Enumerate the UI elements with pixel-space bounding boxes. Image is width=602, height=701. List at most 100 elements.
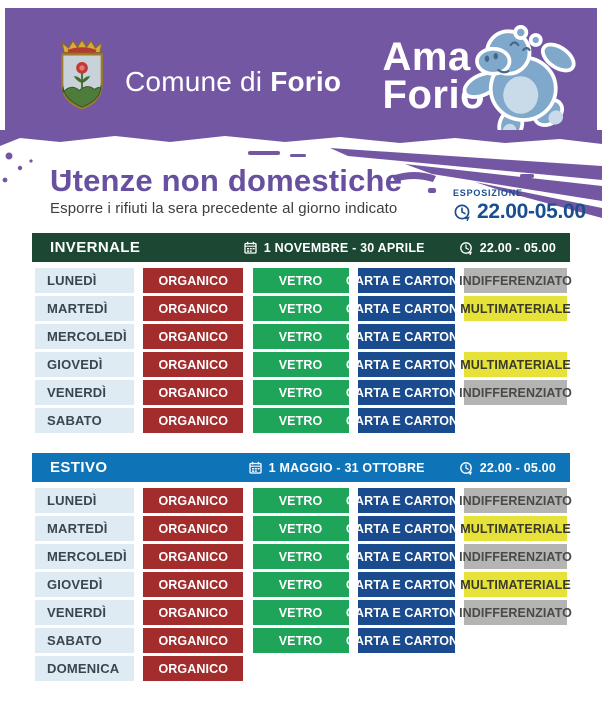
waste-badge-carta-e-cartone: CARTA E CARTONE: [346, 600, 467, 625]
waste-badge-organico: ORGANICO: [143, 516, 244, 541]
waste-badge-organico: ORGANICO: [143, 352, 244, 377]
waste-badge-organico: ORGANICO: [143, 488, 244, 513]
waste-badge-multimateriale: MULTIMATERIALE: [460, 296, 571, 321]
season-period: 1 MAGGIO - 31 OTTOBRE: [248, 461, 425, 475]
day-label: SABATO: [35, 628, 134, 653]
waste-badge-vetro: VETRO: [252, 600, 349, 625]
schedule-row: LUNEDÌ ORGANICO VETRO CARTA E CARTONE INDIFF…: [35, 488, 572, 513]
waste-badge-carta-e-cartone: CARTA E CARTONE: [346, 268, 467, 293]
schedule-row: MARTEDÌ ORGANICO VETRO CARTA E CARTONE MULTI…: [35, 516, 571, 541]
waste-badge-carta-e-cartone: CARTA E CARTONE: [346, 380, 467, 405]
season-time-text: 22.00 - 05.00: [479, 240, 556, 255]
waste-badge-indifferenziato: INDIFFERENZIATO: [459, 600, 572, 625]
waste-badge-organico: ORGANICO: [143, 408, 244, 433]
waste-badge-vetro: VETRO: [252, 488, 349, 513]
schedule-row: SABATO ORGANICO VETRO CARTA E CARTONE: [35, 628, 567, 653]
season-header-bar-invernale: INVERNALE 1 NOVEMBRE - 30 APRILE 22.00 - 0…: [32, 233, 570, 262]
waste-badge-organico: ORGANICO: [143, 572, 244, 597]
waste-badge-carta-e-cartone: CARTA E CARTONE: [346, 296, 467, 321]
schedule-row: SABATO ORGANICO VETRO CARTA E CARTONE: [35, 408, 567, 433]
page-subtitle: Esporre i rifiuti la sera precedente al …: [50, 200, 398, 217]
waste-badge-carta-e-cartone: CARTA E CARTONE: [346, 628, 467, 653]
day-label: MERCOLEDÌ: [35, 544, 134, 569]
empty-cell: [358, 656, 455, 681]
waste-badge-organico: ORGANICO: [143, 656, 244, 681]
ama-forio-logo: Ama Forio: [382, 35, 485, 115]
season-section-invernale: INVERNALE 1 NOVEMBRE - 30 APRILE 22.00 - 0…: [32, 233, 572, 433]
day-label: VENERDÌ: [35, 380, 134, 405]
waste-badge-vetro: VETRO: [252, 572, 349, 597]
waste-badge-carta-e-cartone: CARTA E CARTONE: [346, 324, 467, 349]
forio-coat-of-arms-icon: [61, 38, 103, 110]
waste-badge-organico: ORGANICO: [143, 296, 244, 321]
day-label: LUNEDÌ: [35, 268, 134, 293]
waste-badge-organico: ORGANICO: [143, 380, 244, 405]
schedule-rows: LUNEDÌ ORGANICO VETRO CARTA E CARTONE INDIFF…: [35, 268, 572, 433]
day-label: GIOVEDÌ: [35, 572, 134, 597]
schedule-sections: INVERNALE 1 NOVEMBRE - 30 APRILE 22.00 - 0…: [32, 233, 572, 701]
waste-badge-multimateriale: MULTIMATERIALE: [460, 352, 571, 377]
waste-badge-multimateriale: MULTIMATERIALE: [460, 572, 571, 597]
season-period: 1 NOVEMBRE - 30 APRILE: [244, 241, 425, 255]
waste-badge-indifferenziato: INDIFFERENZIATO: [459, 544, 572, 569]
schedule-row: MERCOLEDÌ ORGANICO VETRO CARTA E CARTONE: [35, 324, 567, 349]
day-label: MERCOLEDÌ: [35, 324, 134, 349]
waste-badge-indifferenziato: INDIFFERENZIATO: [459, 380, 572, 405]
hippo-mascot-icon: [462, 25, 576, 142]
empty-cell: [253, 656, 349, 681]
brush-stroke-decoration: [0, 130, 602, 218]
season-time: 22.00 - 05.00: [459, 461, 556, 475]
season-label: INVERNALE: [50, 239, 141, 256]
exposure-time: 22.00-05.00: [477, 200, 586, 223]
schedule-row: LUNEDÌ ORGANICO VETRO CARTA E CARTONE INDIFF…: [35, 268, 572, 293]
waste-badge-vetro: VETRO: [252, 380, 349, 405]
waste-badge-organico: ORGANICO: [143, 544, 244, 569]
schedule-row: GIOVEDÌ ORGANICO VETRO CARTA E CARTONE MULTI…: [35, 352, 571, 377]
day-label: VENERDÌ: [35, 600, 134, 625]
waste-badge-vetro: VETRO: [252, 408, 349, 433]
exposure-time-block: ESPOSIZIONE 22.00-05.00: [453, 188, 586, 224]
waste-badge-vetro: VETRO: [252, 268, 349, 293]
waste-badge-vetro: VETRO: [252, 544, 349, 569]
empty-cell: [464, 628, 567, 653]
schedule-row: MARTEDÌ ORGANICO VETRO CARTA E CARTONE MULTI…: [35, 296, 571, 321]
waste-badge-carta-e-cartone: CARTA E CARTONE: [346, 352, 467, 377]
schedule-row: MERCOLEDÌ ORGANICO VETRO CARTA E CARTONE IND…: [35, 544, 572, 569]
waste-badge-carta-e-cartone: CARTA E CARTONE: [346, 572, 467, 597]
waste-badge-carta-e-cartone: CARTA E CARTONE: [346, 408, 467, 433]
season-section-estivo: ESTIVO 1 MAGGIO - 31 OTTOBRE 22.00 - 05.00…: [32, 453, 572, 681]
waste-badge-carta-e-cartone: CARTA E CARTONE: [346, 544, 467, 569]
clock-icon: [459, 241, 472, 255]
season-header-bar-estivo: ESTIVO 1 MAGGIO - 31 OTTOBRE 22.00 - 05.00: [32, 453, 570, 482]
day-label: SABATO: [35, 408, 134, 433]
day-label: DOMENICA: [35, 656, 134, 681]
schedule-rows: LUNEDÌ ORGANICO VETRO CARTA E CARTONE INDIFF…: [35, 488, 572, 681]
waste-badge-vetro: VETRO: [252, 296, 349, 321]
calendar-icon: [244, 241, 257, 254]
waste-badge-vetro: VETRO: [252, 628, 349, 653]
waste-badge-organico: ORGANICO: [143, 600, 244, 625]
municipality-title: Comune di Forio: [125, 66, 341, 98]
clock-icon: [454, 204, 470, 221]
day-label: MARTEDÌ: [35, 296, 134, 321]
season-label: ESTIVO: [50, 459, 108, 476]
waste-badge-indifferenziato: INDIFFERENZIATO: [459, 488, 572, 513]
day-label: GIOVEDÌ: [35, 352, 134, 377]
schedule-row: DOMENICA ORGANICO: [35, 656, 567, 681]
waste-badge-organico: ORGANICO: [143, 324, 244, 349]
exposure-label: ESPOSIZIONE: [453, 188, 523, 198]
municipality-prefix: Comune di: [125, 66, 263, 97]
calendar-icon: [248, 461, 262, 474]
logo-line-1: Ama: [382, 35, 471, 79]
season-period-text: 1 NOVEMBRE - 30 APRILE: [263, 240, 425, 255]
waste-badge-carta-e-cartone: CARTA E CARTONE: [346, 516, 467, 541]
day-label: LUNEDÌ: [35, 488, 134, 513]
season-time: 22.00 - 05.00: [459, 241, 556, 255]
masthead: Comune di Forio Ama Forio: [5, 8, 597, 142]
season-time-text: 22.00 - 05.00: [479, 460, 556, 475]
municipality-name: Forio: [270, 66, 342, 97]
waste-badge-vetro: VETRO: [252, 516, 349, 541]
page-title: Utenze non domestiche: [50, 163, 403, 198]
waste-badge-carta-e-cartone: CARTA E CARTONE: [346, 488, 467, 513]
empty-cell: [464, 408, 567, 433]
